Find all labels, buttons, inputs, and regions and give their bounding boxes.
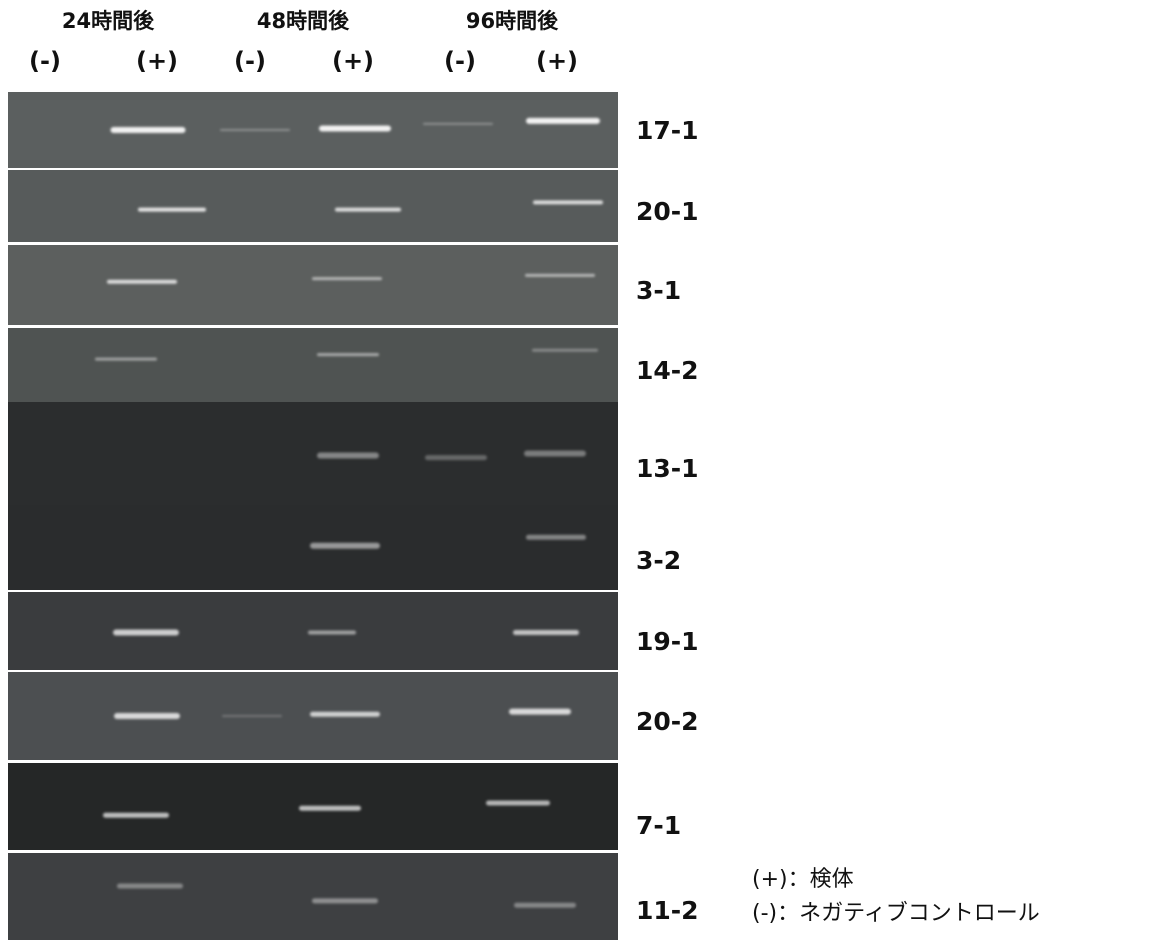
gel-band bbox=[533, 200, 603, 204]
time-label: 96時間後 bbox=[466, 9, 559, 33]
sample-label: 17-1 bbox=[636, 116, 699, 145]
gel-band bbox=[220, 129, 290, 131]
legend-item: (+)：検体 bbox=[752, 867, 854, 892]
gel-band bbox=[526, 535, 586, 540]
gel-band bbox=[312, 277, 382, 280]
sample-label: 3-1 bbox=[636, 276, 681, 305]
gel-band bbox=[317, 453, 379, 459]
gel-band bbox=[525, 274, 595, 277]
gel-strip bbox=[8, 92, 618, 168]
lane-label: (+) bbox=[536, 47, 578, 75]
sample-label: 7-1 bbox=[636, 811, 681, 840]
sample-label: 11-2 bbox=[636, 896, 699, 925]
gel-band bbox=[95, 358, 157, 361]
time-label: 48時間後 bbox=[257, 9, 350, 33]
lane-label: (-) bbox=[444, 47, 476, 75]
gel-band bbox=[138, 208, 206, 212]
gel-band bbox=[310, 543, 380, 549]
gel-strip bbox=[8, 328, 618, 402]
gel-band bbox=[310, 712, 380, 717]
gel-band bbox=[308, 631, 356, 635]
gel-band bbox=[114, 713, 180, 719]
gel-band bbox=[113, 630, 179, 636]
gel-band bbox=[423, 123, 493, 125]
gel-band bbox=[526, 118, 600, 124]
gel-band bbox=[514, 903, 576, 908]
lane-label: (-) bbox=[29, 47, 61, 75]
gel-band bbox=[103, 813, 169, 818]
lane-label: (+) bbox=[332, 47, 374, 75]
gel-strip bbox=[8, 853, 618, 940]
gel-band bbox=[111, 127, 186, 133]
sample-label: 19-1 bbox=[636, 627, 699, 656]
lane-label: (-) bbox=[234, 47, 266, 75]
gel-band bbox=[107, 280, 177, 284]
sample-label: 20-1 bbox=[636, 197, 699, 226]
gel-band bbox=[117, 884, 183, 889]
gel-strip bbox=[8, 245, 618, 325]
time-label: 24時間後 bbox=[62, 9, 155, 33]
sample-label: 14-2 bbox=[636, 356, 699, 385]
legend-item: (-)：ネガティブコントロール bbox=[752, 901, 1040, 926]
sample-label: 20-2 bbox=[636, 707, 699, 736]
gel-band bbox=[299, 806, 361, 811]
gel-figure: 24時間後 48時間後 96時間後 (+)：検体 (-)：ネガティブコントロール… bbox=[0, 0, 1157, 940]
gel-band bbox=[513, 630, 579, 635]
sample-label: 13-1 bbox=[636, 454, 699, 483]
gel-band bbox=[509, 709, 571, 715]
gel-band bbox=[425, 455, 487, 460]
gel-band bbox=[317, 353, 379, 356]
gel-band bbox=[486, 801, 550, 806]
gel-band bbox=[222, 715, 282, 717]
gel-strip bbox=[8, 170, 618, 242]
gel-band bbox=[524, 451, 586, 457]
gel-band bbox=[532, 349, 598, 352]
sample-label: 3-2 bbox=[636, 546, 681, 575]
gel-band bbox=[312, 898, 378, 903]
gel-band bbox=[319, 125, 391, 131]
gel-band bbox=[335, 208, 401, 212]
lane-label: (+) bbox=[136, 47, 178, 75]
